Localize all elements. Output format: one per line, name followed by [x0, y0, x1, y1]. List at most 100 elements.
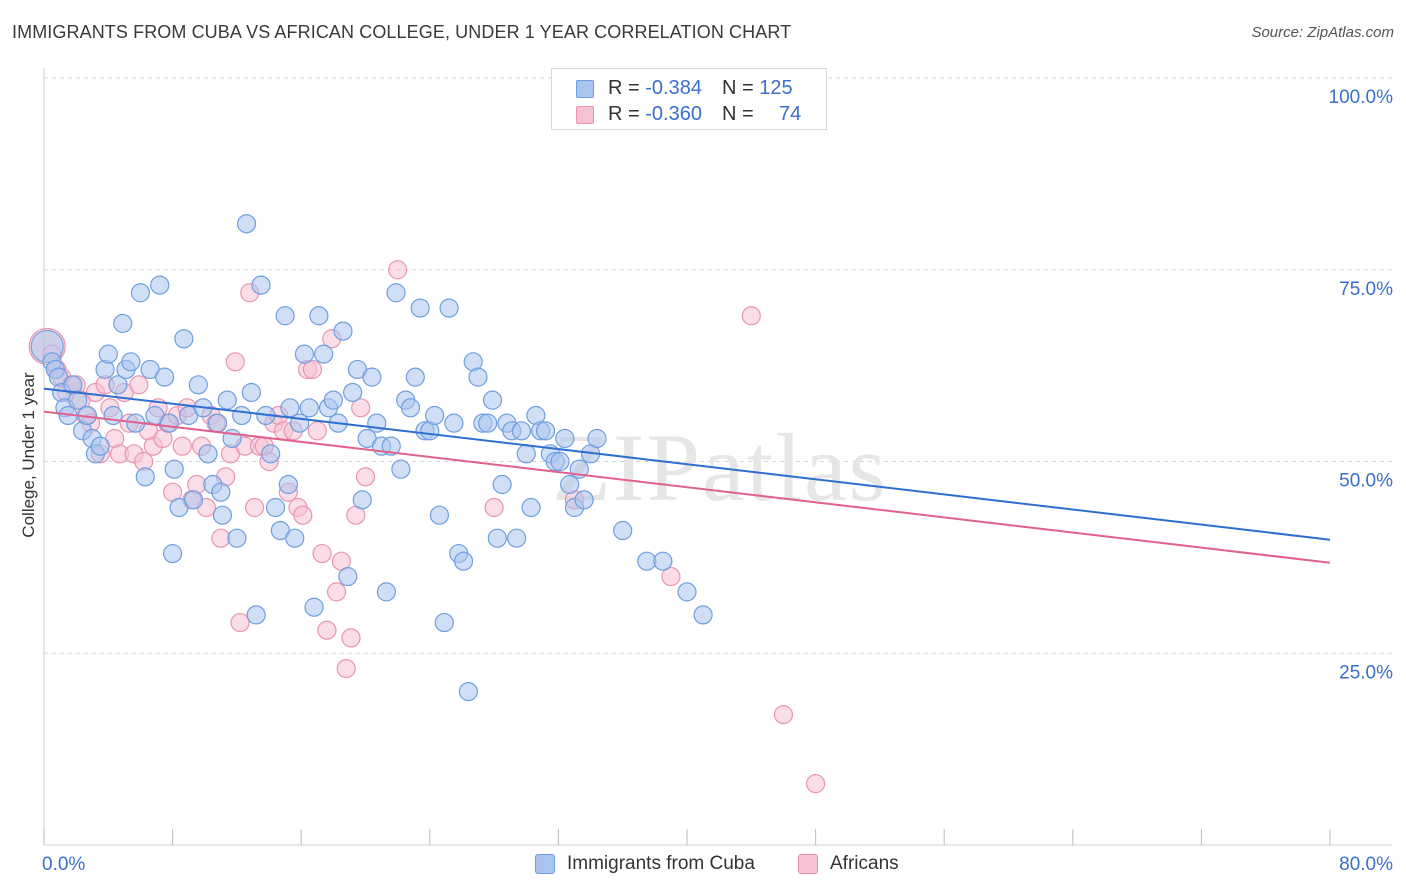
legend-swatch-cuba [535, 854, 555, 874]
data-point-cuba [103, 405, 123, 426]
series-africans-points [28, 260, 826, 794]
series-cuba-points [30, 214, 713, 702]
data-point-cuba [265, 497, 286, 518]
data-point-africans [230, 612, 250, 633]
data-point-cuba [352, 490, 372, 510]
data-point-cuba [113, 313, 133, 334]
data-point-cuba [154, 367, 175, 387]
data-point-cuba [304, 597, 324, 617]
data-point-cuba [150, 275, 170, 295]
data-point-cuba [232, 405, 252, 426]
data-point-africans [805, 774, 826, 794]
data-point-cuba [482, 390, 503, 410]
trend-lines [43, 387, 1331, 564]
legend-n-label: N = [721, 77, 760, 99]
data-point-africans [293, 505, 313, 525]
x-tick-labels: 0.0% 80.0% [42, 854, 1393, 875]
source-label: Source: ZipAtlas.com [1251, 24, 1394, 41]
data-point-africans [484, 497, 504, 518]
data-point-cuba [275, 306, 295, 326]
data-point-africans [351, 398, 371, 418]
data-point-cuba [90, 436, 110, 456]
x-tick-label: 0.0% [42, 854, 85, 875]
data-point-africans [336, 658, 356, 679]
series-legend: Immigrants from Cuba Africans [0, 850, 1406, 880]
data-point-africans [355, 467, 376, 487]
y-tick-labels: 25.0% 50.0% 75.0% 100.0% [1329, 87, 1394, 683]
data-point-cuba [98, 344, 118, 364]
data-point-cuba [188, 375, 208, 395]
legend-label-cuba: Immigrants from Cuba [567, 853, 755, 874]
data-point-cuba [587, 428, 607, 449]
data-point-cuba [453, 551, 474, 571]
data-point-cuba [333, 321, 353, 341]
data-point-cuba [535, 421, 556, 441]
legend-r-label: R = [608, 77, 646, 99]
data-point-cuba [227, 528, 247, 548]
data-point-cuba [637, 551, 657, 571]
y-tick-label: 25.0% [1339, 662, 1393, 683]
data-point-africans [172, 436, 192, 456]
data-point-cuba [511, 421, 532, 441]
data-point-cuba [236, 214, 257, 234]
data-point-cuba [550, 451, 570, 472]
data-point-cuba [163, 543, 183, 564]
data-point-cuba [516, 444, 536, 464]
legend-row-cuba: R = -0.384 N = 125 [576, 77, 793, 103]
y-tick-label: 75.0% [1339, 279, 1393, 300]
data-point-cuba [439, 298, 459, 318]
data-point-cuba [68, 390, 88, 410]
legend-swatch-cuba [576, 80, 594, 98]
data-point-cuba [183, 490, 204, 510]
data-point-cuba [613, 520, 633, 541]
data-point-cuba [338, 566, 358, 587]
grid-lines [44, 77, 1392, 654]
data-point-africans [661, 566, 681, 587]
axes [43, 68, 1392, 846]
legend-r-label: R = [608, 103, 646, 125]
data-point-cuba [261, 444, 281, 464]
data-point-cuba [164, 459, 184, 479]
data-point-cuba [376, 582, 396, 602]
data-point-africans [341, 628, 361, 648]
x-tick-label: 80.0% [1339, 854, 1393, 875]
data-point-cuba [135, 467, 155, 487]
data-point-cuba [246, 605, 266, 625]
data-point-cuba [560, 474, 580, 495]
chart-title: IMMIGRANTS FROM CUBA VS AFRICAN COLLEGE,… [12, 22, 792, 42]
data-point-cuba [285, 528, 305, 548]
data-point-cuba [241, 382, 261, 403]
data-point-africans [211, 528, 231, 548]
data-point-cuba [251, 275, 271, 295]
data-point-cuba [434, 612, 454, 633]
data-point-cuba [391, 459, 411, 479]
data-point-africans [225, 352, 245, 372]
data-point-africans [244, 497, 265, 518]
data-point-africans [307, 421, 327, 441]
data-point-cuba [280, 398, 300, 418]
data-point-cuba [555, 428, 575, 449]
data-point-cuba [492, 474, 512, 495]
data-point-cuba [458, 681, 478, 702]
y-tick-label: 100.0% [1329, 87, 1394, 108]
legend-swatch-africans [576, 106, 594, 124]
data-point-cuba [314, 344, 334, 364]
data-point-cuba [121, 352, 141, 372]
data-point-cuba [294, 344, 315, 364]
data-point-africans [326, 582, 347, 602]
data-point-cuba [693, 605, 713, 625]
data-point-cuba [278, 474, 298, 495]
legend-n-label: N = [721, 103, 760, 125]
data-point-cuba [521, 497, 541, 518]
y-tick-label: 50.0% [1339, 471, 1393, 492]
data-point-cuba [507, 528, 527, 548]
data-point-cuba [405, 367, 425, 387]
data-point-cuba [208, 413, 228, 433]
data-point-cuba [478, 413, 498, 433]
data-point-cuba [386, 283, 406, 303]
data-point-cuba [174, 329, 194, 349]
data-point-cuba [677, 582, 697, 602]
data-point-cuba [410, 298, 430, 318]
data-point-cuba [487, 528, 507, 548]
